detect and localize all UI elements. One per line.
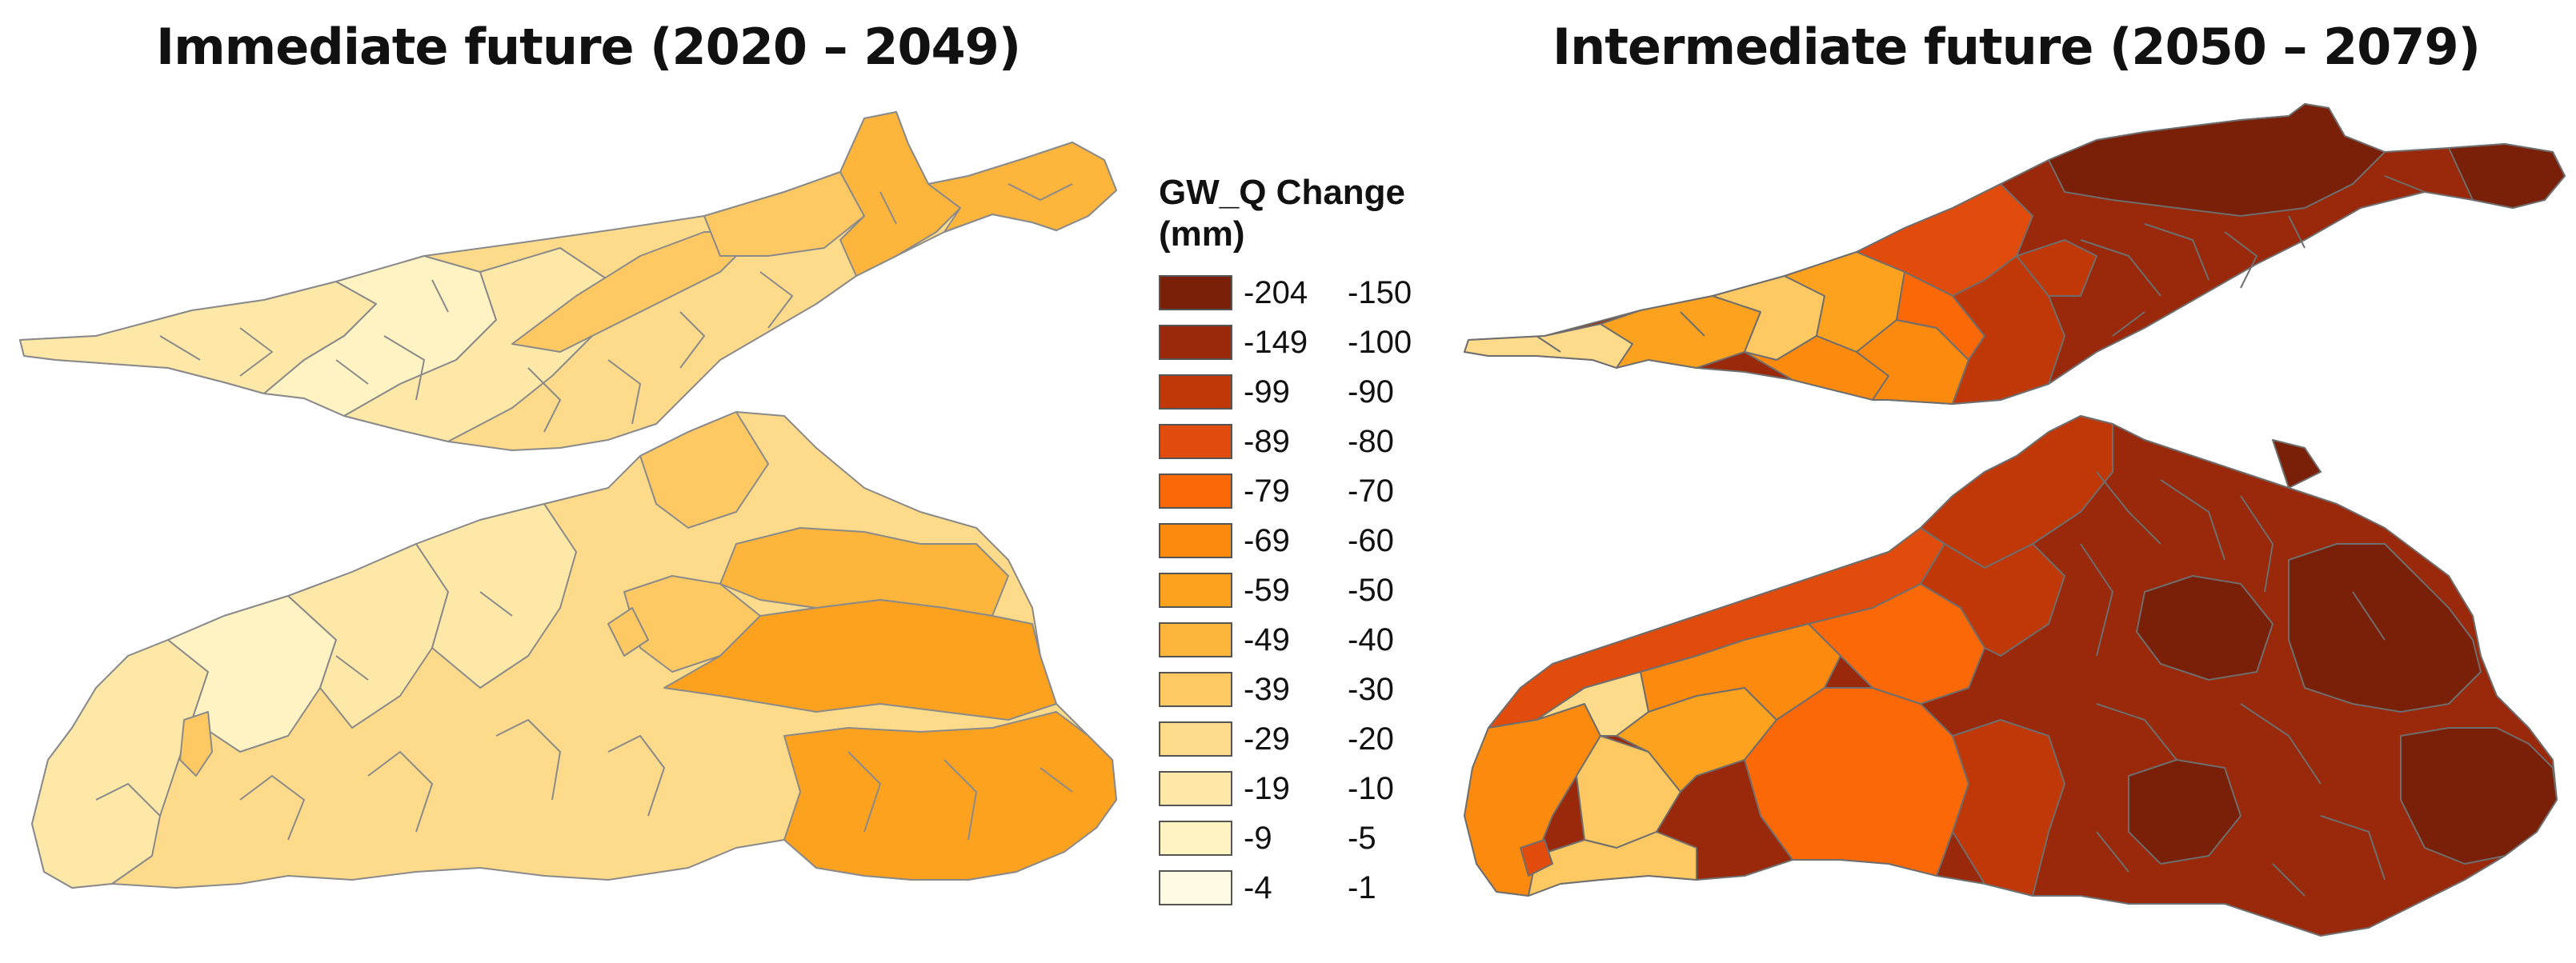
legend-from: -99 xyxy=(1244,374,1290,410)
legend-row: -204 -150 xyxy=(1159,268,1479,318)
subbasin xyxy=(159,183,1073,433)
legend-from: -9 xyxy=(1244,820,1272,856)
subbasin xyxy=(2048,103,2386,217)
legend-row: -9 -5 xyxy=(1159,813,1479,863)
legend-swatch xyxy=(1159,374,1232,410)
top-basin-intermediate xyxy=(1464,103,2566,405)
legend-title-line2: (mm) xyxy=(1159,214,1245,254)
legend-row: -39 -30 xyxy=(1159,665,1479,714)
subbasin xyxy=(415,503,577,689)
intermediate-future-maps xyxy=(1464,103,2566,937)
legend-row: -149 -100 xyxy=(1159,318,1479,367)
legend-row: -59 -50 xyxy=(1159,565,1479,615)
subbasin xyxy=(2128,759,2241,865)
subbasin xyxy=(2080,471,2386,897)
legend-row: -19 -10 xyxy=(1159,764,1479,813)
legend-from: -204 xyxy=(1244,274,1308,310)
legend-to: -1 xyxy=(1348,869,1376,905)
map-title-intermediate-future: Intermediate future (2050 – 2079) xyxy=(1552,18,2481,76)
legend-to: -150 xyxy=(1348,274,1412,310)
subbasin xyxy=(1952,719,2065,897)
subbasin xyxy=(287,543,449,729)
legend-from: -4 xyxy=(1244,869,1272,905)
legend-row: -99 -90 xyxy=(1159,367,1479,417)
legend-from: -79 xyxy=(1244,473,1290,509)
subbasin xyxy=(1952,255,2065,405)
subbasin xyxy=(95,591,1073,841)
legend-to: -70 xyxy=(1348,473,1394,509)
legend-to: -20 xyxy=(1348,721,1394,757)
legend-to: -5 xyxy=(1348,820,1376,856)
subbasin xyxy=(663,599,1057,721)
legend-to: -100 xyxy=(1348,324,1412,360)
subbasin xyxy=(607,607,649,657)
subbasin xyxy=(2016,239,2097,297)
bottom-basin-intermediate xyxy=(1464,415,2558,937)
legend-from: -19 xyxy=(1244,770,1290,806)
subbasin xyxy=(1808,583,1985,705)
immediate-future-maps xyxy=(19,111,1117,889)
legend-row: -69 -60 xyxy=(1159,516,1479,565)
legend-swatch xyxy=(1159,672,1232,707)
top-basin-immediate xyxy=(19,111,1117,451)
legend-from: -49 xyxy=(1244,621,1290,657)
legend-to: -40 xyxy=(1348,621,1394,657)
legend-swatch xyxy=(1159,325,1232,360)
legend-from: -149 xyxy=(1244,324,1308,360)
legend-swatch xyxy=(1159,573,1232,608)
legend-swatch xyxy=(1159,474,1232,509)
legend: GW_Q Change (mm) -204 -150 -149 -100 -99 -9… xyxy=(1159,172,1479,913)
legend-swatch xyxy=(1159,424,1232,459)
legend-swatch xyxy=(1159,275,1232,310)
subbasin xyxy=(1520,839,1553,877)
legend-to: -50 xyxy=(1348,572,1394,608)
bottom-basin-immediate xyxy=(31,411,1117,889)
legend-row: -29 -20 xyxy=(1159,714,1479,764)
legend-swatch xyxy=(1159,771,1232,806)
legend-title-line1: GW_Q Change xyxy=(1159,173,1406,212)
legend-to: -80 xyxy=(1348,423,1394,459)
legend-from: -89 xyxy=(1244,423,1290,459)
subbasin xyxy=(1600,295,1761,369)
subbasin xyxy=(2272,439,2322,489)
legend-row: -79 -70 xyxy=(1159,466,1479,516)
subbasin xyxy=(167,595,337,753)
legend-swatch xyxy=(1159,821,1232,856)
subbasin xyxy=(179,711,213,777)
subbasin xyxy=(2288,543,2482,713)
legend-to: -10 xyxy=(1348,770,1394,806)
subbasin xyxy=(2136,575,2274,681)
subbasin xyxy=(2448,143,2566,209)
legend-row: -4 -1 xyxy=(1159,863,1479,913)
subbasin xyxy=(927,142,1117,233)
subbasin xyxy=(1536,175,2426,353)
legend-to: -30 xyxy=(1348,671,1394,707)
subbasin xyxy=(1464,323,1633,369)
subbasin xyxy=(2400,727,2558,865)
subbasin xyxy=(839,111,961,277)
subbasin xyxy=(31,639,209,889)
legend-from: -29 xyxy=(1244,721,1290,757)
subbasin xyxy=(703,171,865,257)
legend-swatch xyxy=(1159,622,1232,657)
legend-to: -60 xyxy=(1348,522,1394,558)
legend-swatch xyxy=(1159,870,1232,905)
legend-to: -90 xyxy=(1348,374,1394,410)
subbasin xyxy=(639,411,769,529)
legend-swatch xyxy=(1159,523,1232,558)
legend-from: -39 xyxy=(1244,671,1290,707)
legend-row: -89 -80 xyxy=(1159,417,1479,466)
map-title-immediate-future: Immediate future (2020 – 2049) xyxy=(156,18,1021,76)
legend-swatch xyxy=(1159,721,1232,757)
legend-from: -59 xyxy=(1244,572,1290,608)
subbasin xyxy=(783,711,1117,881)
legend-from: -69 xyxy=(1244,522,1290,558)
subbasin xyxy=(1528,831,1697,897)
subbasin xyxy=(1920,543,2065,657)
legend-row: -49 -40 xyxy=(1159,615,1479,665)
